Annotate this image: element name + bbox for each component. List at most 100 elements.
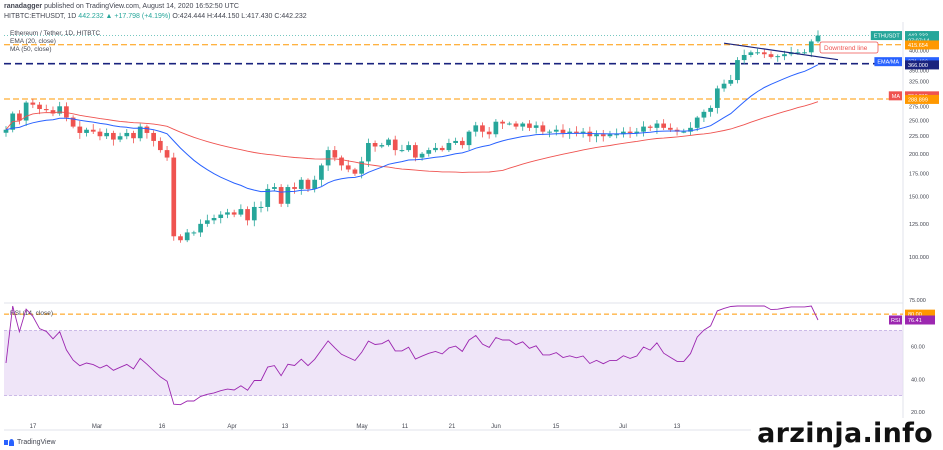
candle-body xyxy=(238,209,244,215)
price-label-box xyxy=(905,40,939,50)
candle-body xyxy=(802,52,807,54)
candle-body xyxy=(272,187,277,189)
candle-body xyxy=(178,236,183,241)
time-tick-label: Apr xyxy=(227,424,236,430)
tradingview-icon xyxy=(4,439,14,446)
ma-50-line xyxy=(5,101,819,173)
legend-ma[interactable]: MA (50, close) xyxy=(10,46,52,53)
candle-body xyxy=(527,123,532,128)
time-tick-label: 21 xyxy=(449,424,456,430)
candle-body xyxy=(104,132,110,137)
time-tick-label: 13 xyxy=(674,424,681,430)
candle-body xyxy=(654,123,660,128)
rsi-label-box xyxy=(905,315,935,325)
candle-body xyxy=(305,179,311,189)
candle-body xyxy=(708,107,713,112)
price-tick-label: 250.000 xyxy=(909,119,929,125)
candle-body xyxy=(567,131,573,133)
tradingview-logo[interactable]: TradingView xyxy=(4,439,56,446)
price-change: 442.232 ▲ +17.798 (+4.19%) xyxy=(78,13,171,20)
candle-body xyxy=(647,126,653,128)
rsi-tick-label: 20.00 xyxy=(911,410,925,416)
candle-body xyxy=(278,187,284,204)
candle-body xyxy=(97,131,103,137)
candle-body xyxy=(701,111,707,118)
rsi-label-value: 76.41 xyxy=(908,318,922,324)
candle-body xyxy=(339,157,344,166)
price-tick-label: 225.000 xyxy=(909,134,929,140)
rsi-legend: RSI (14, close) xyxy=(10,310,53,317)
candle-body xyxy=(265,188,271,207)
candle-body xyxy=(607,134,613,137)
price-label-box xyxy=(905,94,939,104)
price-label-tag xyxy=(870,31,902,41)
candle-body xyxy=(43,109,49,111)
chart-header: ranadagger published on TradingView.com,… xyxy=(4,2,307,20)
candle-body xyxy=(57,106,63,114)
time-tick-label: 15 xyxy=(553,424,560,430)
ohlc-values: O:424.444 H:444.150 L:417.430 C:442.232 xyxy=(172,13,307,20)
candle-body xyxy=(386,139,391,146)
price-label-name: MA xyxy=(892,94,901,100)
candle-body xyxy=(204,220,210,224)
candle-body xyxy=(137,126,143,139)
candle-body xyxy=(574,131,579,133)
ticker-line: HITBTC:ETHUSDT, 1D 442.232 ▲ +17.798 (+4… xyxy=(4,12,307,21)
candle-body xyxy=(553,129,559,132)
price-label-name: ETHUSDT xyxy=(874,34,901,40)
candle-body xyxy=(17,113,22,121)
candle-body xyxy=(184,232,190,241)
price-label-box xyxy=(905,35,939,45)
candle-body xyxy=(372,142,378,147)
candle-body xyxy=(64,106,69,118)
candle-body xyxy=(641,126,646,132)
candle-body xyxy=(446,142,452,151)
candle-body xyxy=(614,134,620,136)
price-label-box xyxy=(905,60,939,70)
candle-body xyxy=(815,35,821,42)
author-name[interactable]: ranadagger xyxy=(4,3,43,10)
candle-body xyxy=(694,117,700,128)
candle-body xyxy=(668,127,673,130)
time-tick-label: 16 xyxy=(159,424,166,430)
rsi-label-name: RSI xyxy=(891,318,901,324)
candle-body xyxy=(231,212,237,215)
candle-body xyxy=(37,104,42,110)
price-tick-label: 100.000 xyxy=(909,255,929,261)
candle-body xyxy=(782,54,787,57)
candle-body xyxy=(298,179,304,189)
price-tick-label: 400.000 xyxy=(909,48,929,54)
price-label-tag xyxy=(874,57,902,67)
candle-body xyxy=(533,125,539,128)
candle-body xyxy=(30,102,36,105)
price-tick-label: 200.000 xyxy=(909,152,929,158)
candle-body xyxy=(218,214,224,219)
ema-20-line xyxy=(5,64,819,193)
price-label-name: EMA/MA xyxy=(877,60,899,66)
candle-body xyxy=(406,145,411,151)
candle-body xyxy=(292,187,297,189)
candle-body xyxy=(808,41,814,53)
candle-body xyxy=(755,52,760,54)
candle-body xyxy=(714,88,720,108)
candle-body xyxy=(359,161,365,174)
price-tick-label: 150.000 xyxy=(909,195,929,201)
candle-body xyxy=(164,150,170,158)
candle-body xyxy=(124,132,130,137)
site-watermark: arzinja.info xyxy=(751,418,939,450)
candle-body xyxy=(681,131,687,133)
legend-ema[interactable]: EMA (20, close) xyxy=(10,38,56,45)
rsi-line xyxy=(5,305,819,406)
published-info: published on TradingView.com, August 14,… xyxy=(44,3,239,10)
time-tick-label: 13 xyxy=(282,424,289,430)
candle-body xyxy=(245,209,250,221)
price-tick-label: 125.000 xyxy=(909,222,929,228)
candle-body xyxy=(506,123,512,125)
candle-body xyxy=(225,212,230,215)
candle-body xyxy=(721,83,727,89)
legend-symbol[interactable]: Ethereum / Tether, 1D, HITBTC xyxy=(10,30,101,37)
candle-body xyxy=(748,52,754,55)
candle-body xyxy=(366,142,371,162)
candle-body xyxy=(352,169,358,174)
